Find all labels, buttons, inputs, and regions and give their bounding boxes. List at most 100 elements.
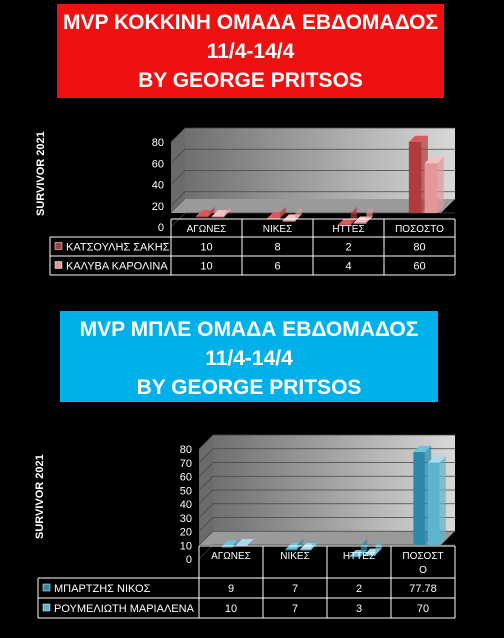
bar-side xyxy=(232,538,240,547)
gridline xyxy=(198,448,455,463)
gridline xyxy=(198,544,455,560)
data-table-value: 9 xyxy=(228,583,234,595)
gridline xyxy=(170,148,455,164)
legend-swatch xyxy=(54,242,63,250)
gridline xyxy=(170,127,455,143)
bar-side xyxy=(247,538,254,546)
bar xyxy=(299,549,312,551)
bar xyxy=(413,452,425,545)
bar-top xyxy=(235,538,254,546)
data-table-value: 2 xyxy=(345,242,351,254)
bar-top xyxy=(408,135,428,142)
y-tick-label: 50 xyxy=(180,485,192,497)
chart-side-wall xyxy=(199,435,213,545)
data-table-value: 80 xyxy=(413,242,425,254)
gridline xyxy=(170,191,455,206)
y-tick-label: 40 xyxy=(180,499,192,511)
category-label: ΑΓΩΝΕΣ xyxy=(187,224,227,235)
bar-side xyxy=(350,206,357,225)
bar-side xyxy=(279,206,286,219)
bar-side xyxy=(439,456,446,545)
data-table-value: 2 xyxy=(356,583,362,595)
legend-series-name: ΜΠΑΡΤΖΗΣ ΝΙΚΟΣ xyxy=(54,583,151,595)
bar-side xyxy=(437,156,444,213)
legend-swatch xyxy=(42,603,51,612)
gridline xyxy=(170,170,455,185)
y-tick-label: 60 xyxy=(152,158,164,170)
category-label: ΗΤΤΕΣ xyxy=(332,224,364,235)
bar-top xyxy=(221,540,240,547)
blue-team-chart: MVP ΜΠΛΕ ΟΜΑΔΑ ΕΒΔΟΜΑΔΟΣ 11/4-14/4 BY GE… xyxy=(0,303,504,638)
bar xyxy=(337,224,351,226)
chart-title-line-1: MVP ΚΟΚΚΙΝΗ ΟΜΑΔΑ ΕΒΔΟΜΑΔΟΣ xyxy=(62,11,439,34)
chart-floor xyxy=(171,199,455,213)
y-tick-label: 10 xyxy=(180,540,192,552)
legend-series-name: ΚΑΤΣΟΥΛΗΣ ΣΑΚΗΣ xyxy=(66,242,170,254)
bar-top xyxy=(427,456,446,463)
data-table-value: 77.78 xyxy=(409,583,437,595)
data-table-value: 6 xyxy=(274,261,280,273)
bar xyxy=(221,546,233,548)
gridline xyxy=(170,212,455,228)
data-table-value: 60 xyxy=(413,261,425,273)
data-table-value: 10 xyxy=(225,603,237,615)
bar xyxy=(211,216,225,218)
bar xyxy=(349,556,361,558)
bar-side xyxy=(375,538,382,555)
bar-top xyxy=(424,156,444,164)
category-label: ΠΟΣΟΣΤ xyxy=(402,551,443,562)
gridline xyxy=(198,489,455,505)
data-table-value: 4 xyxy=(345,261,351,273)
category-label: ΗΤΤΕΣ xyxy=(343,551,375,562)
gridline xyxy=(198,462,455,477)
y-tick-label: 80 xyxy=(180,444,192,456)
legend-series-name: ΚΑΛΥΒΑ ΚΑΡΟΛΙΝΑ xyxy=(66,261,168,273)
y-tick-label: 20 xyxy=(152,201,164,213)
red-team-chart: MVP ΚΟΚΚΙΝΗ ΟΜΑΔΑ ΕΒΔΟΜΑΔΟΣ 11/4-14/4 BY… xyxy=(0,0,504,285)
gridline xyxy=(198,530,455,546)
category-label: ΝΙΚΕΣ xyxy=(280,551,310,562)
bar-side xyxy=(224,206,231,217)
chart-title-line-2: 11/4-14/4 xyxy=(206,40,295,63)
data-table-value: 10 xyxy=(200,261,212,273)
bar xyxy=(408,142,422,213)
data-table-value: 3 xyxy=(356,603,362,615)
data-table-value: 7 xyxy=(292,603,298,615)
bar xyxy=(282,220,296,222)
category-label: ΠΟΣΟΣΤΟ xyxy=(395,224,444,235)
y-tick-label: 70 xyxy=(180,458,192,470)
bar-side xyxy=(295,206,302,221)
chart-title: MVP ΚΟΚΚΙΝΗ ΟΜΑΔΑ ΕΒΔΟΜΑΔΟΣ 11/4-14/4 BY… xyxy=(57,4,444,98)
gridline xyxy=(198,517,455,532)
category-label: ΝΙΚΕΣ xyxy=(263,224,293,235)
chart-title-line-3: BY GEORGE PRITSOS xyxy=(138,69,363,92)
bar-side xyxy=(311,538,318,550)
bar xyxy=(195,216,209,218)
chart-side-wall xyxy=(171,128,185,213)
legend-swatch xyxy=(42,583,51,592)
y-tick-label: 30 xyxy=(180,513,192,525)
chart-title-line-2: 11/4-14/4 xyxy=(205,347,293,370)
category-label: ΑΓΩΝΕΣ xyxy=(211,551,251,562)
y-tick-label: 20 xyxy=(180,527,192,539)
bar-top xyxy=(413,445,432,453)
data-table-value: 70 xyxy=(417,603,429,615)
chart-plot: 0 20 40 60 80 ΑΓΩΝΕΣ ΝΙΚΕΣ ΗΤΤΕΣ ΠΟΣΟΣΤΟ ΚΑΤΣΟΥΛΗ… xyxy=(49,127,456,276)
bar-side xyxy=(208,206,215,217)
chart-title-line-1: MVP ΜΠΛΕ ΟΜΑΔΑ ΕΒΔΟΜΑΔΟΣ xyxy=(79,318,419,341)
legend-swatch xyxy=(54,261,63,269)
data-table-value: 10 xyxy=(200,242,212,254)
category-label: Ο xyxy=(419,565,427,576)
legend-series-name: ΡΟΥΜΕΛΙΩΤΗ ΜΑΡΙΑΛΕΝΑ xyxy=(54,603,195,615)
bar xyxy=(424,163,438,213)
bar xyxy=(353,222,367,224)
gridline xyxy=(198,503,455,518)
y-tick-label: 0 xyxy=(186,554,192,566)
y-tick-label: 0 xyxy=(158,222,164,234)
y-tick-label: 60 xyxy=(180,472,192,484)
data-table-value: 8 xyxy=(274,242,280,254)
chart-title-line-3: BY GEORGE PRITSOS xyxy=(136,376,362,399)
gridline xyxy=(198,475,455,491)
bar xyxy=(363,554,376,556)
chart-floor xyxy=(199,531,455,545)
